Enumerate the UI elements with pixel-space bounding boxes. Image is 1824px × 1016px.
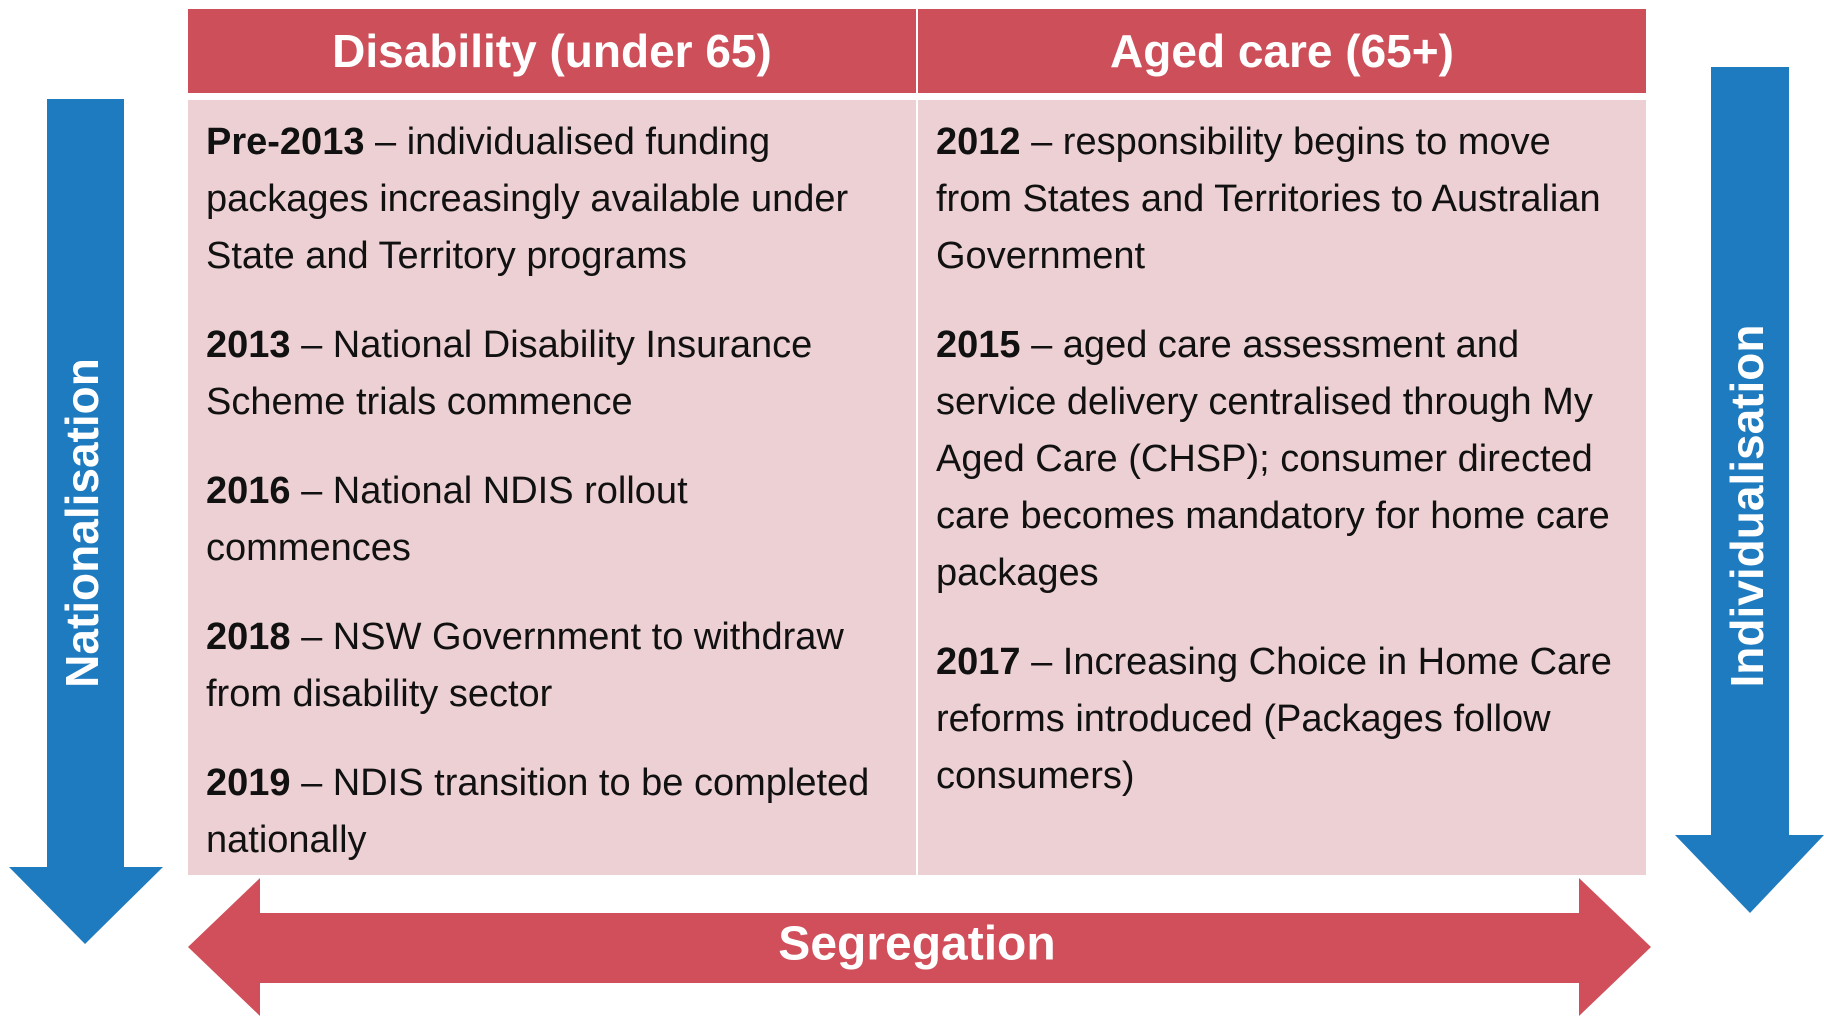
timeline-entry: 2012 – responsibility begins to move fro…: [936, 114, 1630, 285]
timeline-entry: Pre-2013 – individualised funding packag…: [206, 114, 900, 285]
entry-year: Pre-2013: [206, 121, 365, 163]
individualisation-arrow: [1675, 67, 1824, 913]
timeline-entry: 2015 – aged care assessment and service …: [936, 317, 1630, 602]
entry-year: 2012: [936, 121, 1021, 163]
entry-year: 2015: [936, 324, 1021, 366]
entry-text: – National NDIS rollout commences: [206, 470, 688, 569]
timeline-entry: 2018 – NSW Government to withdraw from d…: [206, 609, 900, 723]
entry-year: 2018: [206, 616, 291, 658]
column-body: 2012 – responsibility begins to move fro…: [918, 100, 1646, 875]
entry-year: 2017: [936, 641, 1021, 683]
segregation-arrow: [188, 878, 1651, 1016]
entry-text: – NSW Government to withdraw from disabi…: [206, 616, 844, 715]
column-body: Pre-2013 – individualised funding packag…: [188, 100, 916, 875]
entry-text: – aged care assessment and service deliv…: [936, 324, 1610, 594]
entry-text: – National Disability Insurance Scheme t…: [206, 324, 813, 423]
entry-text: – responsibility begins to move from Sta…: [936, 121, 1601, 277]
entry-year: 2013: [206, 324, 291, 366]
column-header: Aged care (65+): [918, 9, 1646, 93]
entry-text: – NDIS transition to be completed nation…: [206, 762, 870, 861]
timeline-entry: 2019 – NDIS transition to be completed n…: [206, 755, 900, 869]
individualisation-label: Individualisation: [1721, 325, 1773, 688]
entry-text: – Increasing Choice in Home Care reforms…: [936, 641, 1612, 797]
nationalisation-label: Nationalisation: [56, 358, 108, 688]
entry-text: – individualised funding packages increa…: [206, 121, 849, 277]
timeline-entry: 2017 – Increasing Choice in Home Care re…: [936, 634, 1630, 805]
entry-year: 2016: [206, 470, 291, 512]
timeline-entry: 2013 – National Disability Insurance Sch…: [206, 317, 900, 431]
segregation-label: Segregation: [778, 918, 1055, 971]
nationalisation-arrow: [9, 99, 163, 944]
column-header: Disability (under 65): [188, 9, 916, 93]
entry-year: 2019: [206, 762, 291, 804]
timeline-entry: 2016 – National NDIS rollout commences: [206, 463, 900, 577]
